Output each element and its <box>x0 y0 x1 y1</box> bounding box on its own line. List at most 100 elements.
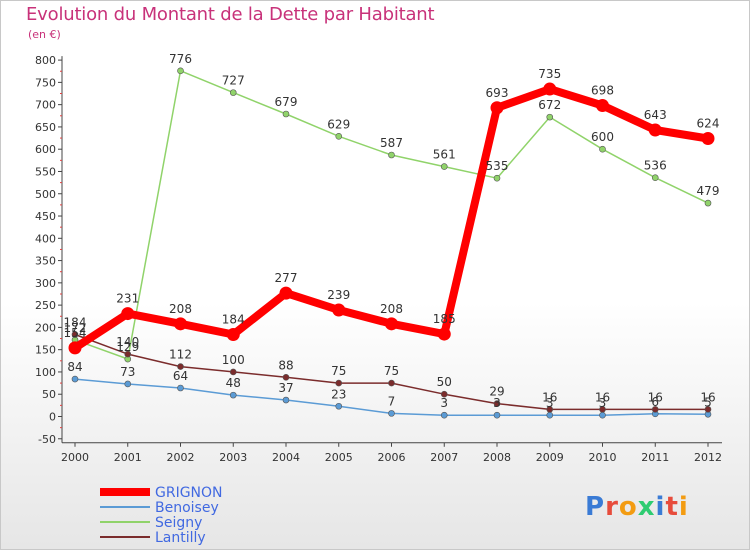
data-label: 140 <box>116 335 139 349</box>
data-label: 3 <box>599 396 607 410</box>
x-tick-label: 2002 <box>167 451 195 464</box>
y-tick-label: 500 <box>35 188 56 201</box>
data-label: 735 <box>538 67 561 81</box>
data-point <box>335 402 343 410</box>
data-label: 643 <box>644 108 667 122</box>
x-tick-label: 2006 <box>378 451 406 464</box>
data-point <box>229 391 237 399</box>
data-label: 154 <box>64 326 87 340</box>
data-label: 16 <box>542 390 557 404</box>
data-label: 129 <box>116 340 139 354</box>
y-tick-label: 350 <box>35 255 56 268</box>
data-label: 561 <box>433 148 456 162</box>
data-label: 75 <box>384 364 399 378</box>
data-label: 16 <box>595 390 610 404</box>
data-point <box>229 89 237 96</box>
data-point <box>599 145 606 153</box>
data-label: 693 <box>486 86 509 100</box>
data-label: 16 <box>648 390 663 404</box>
y-tick-label: 0 <box>49 411 56 424</box>
data-point <box>493 411 501 419</box>
data-label: 6 <box>651 395 659 409</box>
data-point <box>385 317 398 331</box>
data-label: 600 <box>591 130 614 144</box>
data-label: 84 <box>67 360 82 374</box>
data-point <box>177 384 184 392</box>
data-point <box>388 379 395 387</box>
data-point <box>335 379 343 387</box>
data-label: 50 <box>437 375 452 389</box>
legend-label-grignon: GRIGNON <box>155 485 223 501</box>
y-tick-label: 250 <box>35 299 56 312</box>
data-label: 536 <box>644 159 667 173</box>
data-point <box>177 363 184 370</box>
x-tick-label: 2001 <box>114 451 142 464</box>
data-point <box>282 396 290 404</box>
data-point <box>490 101 504 115</box>
logo-letter: x <box>637 492 656 522</box>
data-point <box>546 411 554 419</box>
data-label: 776 <box>169 52 192 66</box>
data-point <box>388 151 395 159</box>
data-point <box>335 132 343 140</box>
data-point <box>282 110 290 118</box>
data-label: 184 <box>222 313 245 327</box>
data-point <box>71 375 79 383</box>
data-label: 172 <box>64 321 87 335</box>
data-point <box>68 341 82 355</box>
logo-letter: i <box>678 492 689 522</box>
logo-letter: P <box>585 492 606 522</box>
data-point <box>177 67 184 75</box>
data-point <box>493 174 501 182</box>
logo-letter: o <box>618 492 638 522</box>
data-label: 277 <box>275 271 298 285</box>
x-tick-label: 2003 <box>219 451 247 464</box>
logo-letter: t <box>665 492 679 522</box>
legend-label-seigny: Seigny <box>155 515 202 531</box>
y-tick-label: 450 <box>35 210 56 223</box>
data-label: 3 <box>440 396 448 410</box>
data-point <box>701 132 715 146</box>
data-label: 239 <box>327 288 350 302</box>
data-point <box>599 411 606 419</box>
logo-letter: i <box>655 492 666 522</box>
data-label: 624 <box>697 117 720 131</box>
y-tick-label: 100 <box>35 366 56 379</box>
y-tick-label: 550 <box>35 165 56 178</box>
data-point <box>704 406 712 413</box>
data-label: 37 <box>278 381 293 395</box>
x-tick-label: 2000 <box>61 451 89 464</box>
data-label: 185 <box>433 312 456 326</box>
chart-unit: (en €) <box>28 28 61 41</box>
data-point <box>704 199 712 207</box>
data-label: 727 <box>222 74 245 88</box>
data-point <box>121 307 135 321</box>
data-label: 672 <box>538 98 561 112</box>
data-point <box>282 373 290 381</box>
data-label: 75 <box>331 364 346 378</box>
data-label: 535 <box>486 159 509 173</box>
data-label: 7 <box>388 394 396 408</box>
data-point <box>229 368 237 376</box>
data-point <box>226 328 240 342</box>
data-label: 88 <box>278 358 293 372</box>
data-point <box>599 406 606 413</box>
y-tick-label: 400 <box>35 232 56 245</box>
data-label: 100 <box>222 353 245 367</box>
data-point <box>279 286 293 300</box>
data-label: 184 <box>64 316 87 330</box>
data-point <box>651 406 659 413</box>
data-label: 231 <box>116 292 139 306</box>
data-label: 5 <box>704 395 712 409</box>
x-tick-label: 2008 <box>483 451 511 464</box>
data-point <box>388 410 395 417</box>
y-tick-label: 650 <box>35 121 56 134</box>
y-tick-label: 50 <box>42 388 56 401</box>
data-label: 698 <box>591 84 614 98</box>
data-label: 629 <box>327 117 350 131</box>
data-label: 587 <box>380 136 403 150</box>
data-point <box>124 350 132 358</box>
data-point <box>651 174 659 182</box>
